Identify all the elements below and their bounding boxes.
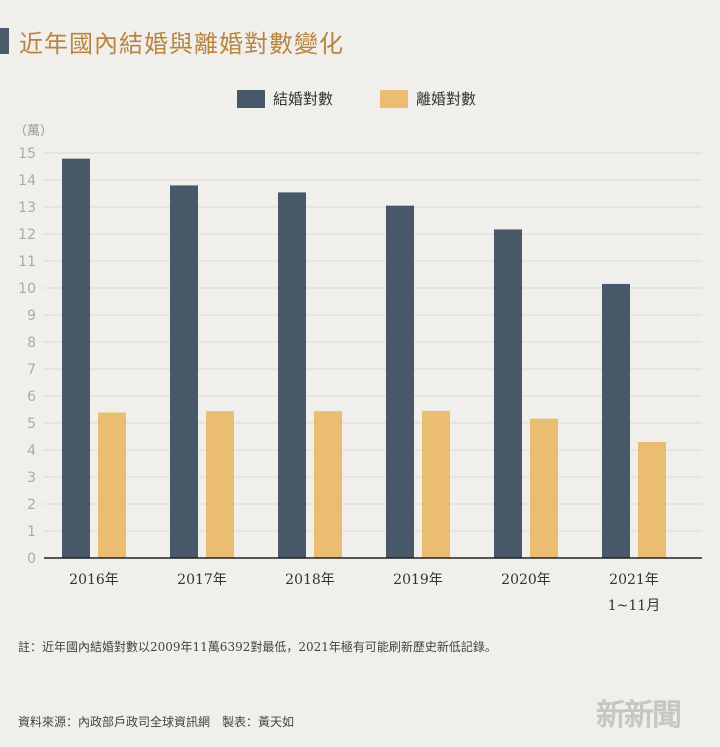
legend-item-divorce: 離婚對數 bbox=[380, 88, 476, 109]
source-credit: 資料來源：內政部戶政司全球資訊網 製表：黃天如 bbox=[18, 715, 295, 729]
bar-marriage bbox=[170, 185, 198, 558]
legend-swatch-divorce bbox=[380, 89, 408, 108]
bar-marriage bbox=[494, 229, 522, 558]
bar-divorce bbox=[314, 411, 342, 558]
x-tick-label: 2017年 bbox=[177, 572, 227, 588]
y-tick-label: 15 bbox=[18, 146, 36, 162]
x-tick-sublabel: 1~11月 bbox=[608, 598, 660, 614]
bar-marriage bbox=[386, 205, 414, 558]
x-tick-label: 2020年 bbox=[501, 572, 551, 588]
legend-label-divorce: 離婚對數 bbox=[416, 90, 477, 108]
y-axis-unit: （萬） bbox=[14, 124, 54, 139]
y-tick-label: 7 bbox=[27, 362, 36, 378]
y-tick-label: 8 bbox=[27, 335, 36, 351]
y-tick-label: 4 bbox=[27, 443, 36, 459]
x-tick-label: 2021年 bbox=[609, 572, 659, 588]
chart-title: 近年國內結婚與離婚對數變化 bbox=[19, 30, 344, 58]
x-tick-label: 2018年 bbox=[285, 572, 335, 588]
x-tick-label: 2019年 bbox=[393, 572, 443, 588]
y-tick-label: 10 bbox=[18, 281, 36, 297]
legend-swatch-marriage bbox=[237, 89, 265, 108]
y-tick-label: 9 bbox=[27, 308, 36, 324]
y-tick-label: 12 bbox=[18, 227, 36, 243]
title-accent-bar bbox=[0, 28, 9, 54]
legend-item-marriage: 結婚對數 bbox=[237, 88, 333, 109]
bar-marriage bbox=[62, 158, 90, 559]
bar-marriage bbox=[602, 283, 630, 558]
y-tick-label: 14 bbox=[18, 173, 36, 189]
y-tick-label: 11 bbox=[18, 254, 36, 270]
y-tick-label: 6 bbox=[27, 389, 36, 405]
bar-divorce bbox=[530, 418, 558, 558]
legend-label-marriage: 結婚對數 bbox=[273, 90, 334, 108]
bar-divorce bbox=[422, 410, 450, 558]
bar-marriage bbox=[278, 192, 306, 559]
publisher-logo: 新新聞 bbox=[596, 698, 682, 733]
y-tick-label: 1 bbox=[27, 524, 36, 540]
y-tick-label: 13 bbox=[18, 200, 36, 216]
y-tick-label: 0 bbox=[27, 551, 36, 567]
bar-divorce bbox=[206, 411, 234, 558]
y-tick-label: 5 bbox=[27, 416, 36, 432]
x-tick-label: 2016年 bbox=[69, 572, 119, 588]
footnote: 註：近年國內結婚對數以2009年11萬6392對最低，2021年極有可能刷新歷史… bbox=[18, 640, 497, 654]
bar-divorce bbox=[638, 441, 666, 558]
y-tick-label: 3 bbox=[27, 470, 36, 486]
y-tick-label: 2 bbox=[27, 497, 36, 513]
bar-divorce bbox=[98, 412, 126, 558]
